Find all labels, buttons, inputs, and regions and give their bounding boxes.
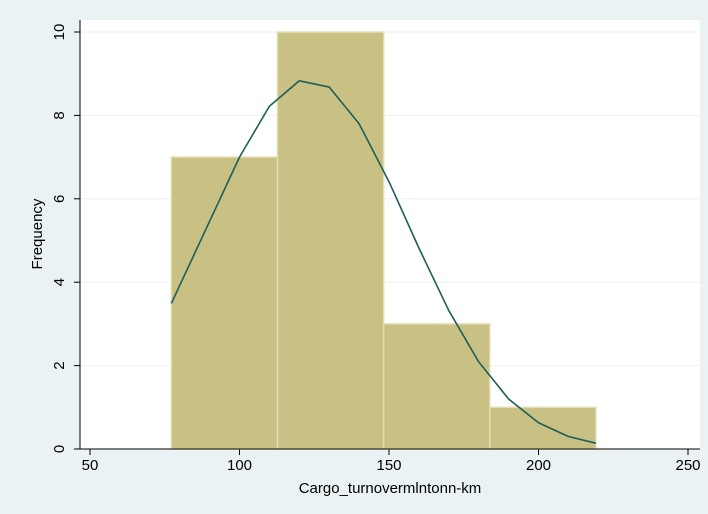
x-tick-label: 200	[526, 457, 551, 474]
x-tick-label: 150	[376, 457, 401, 474]
density-curve	[170, 79, 597, 444]
y-tick-label: 4	[51, 278, 68, 286]
y-tick-label: 8	[51, 111, 68, 119]
y-tick-label: 6	[51, 195, 68, 203]
x-tick-label: 100	[227, 457, 252, 474]
x-axis-label: Cargo_turnovermlntonn-km	[299, 480, 482, 497]
bar	[489, 406, 597, 450]
y-tick-label: 2	[51, 361, 68, 369]
bar	[382, 323, 491, 450]
bar	[276, 31, 385, 450]
y-axis-label: Frequency	[29, 198, 46, 269]
y-tick-label: 10	[51, 24, 68, 41]
bar	[170, 156, 279, 450]
x-tick-label: 250	[675, 457, 700, 474]
x-tick-label: 50	[82, 457, 99, 474]
y-tick-label: 0	[51, 445, 68, 453]
